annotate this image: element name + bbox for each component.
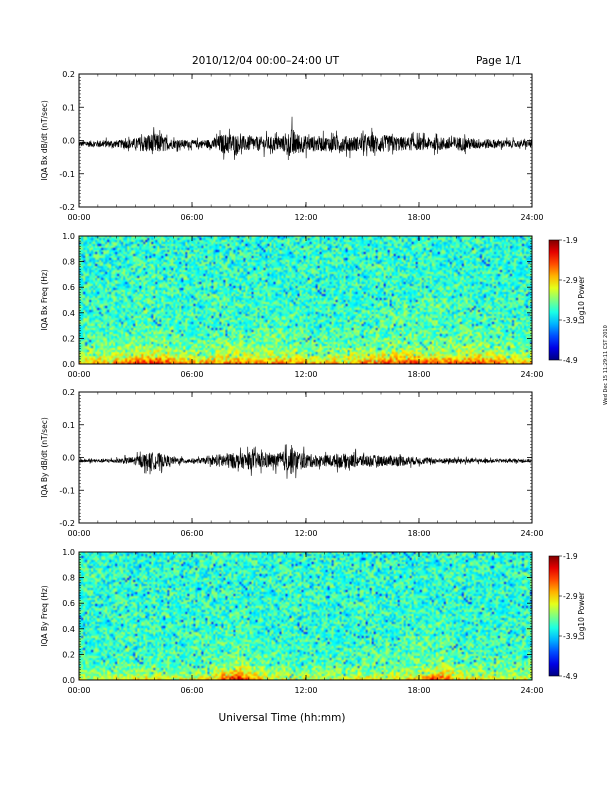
y-tick-label: 0.1 [62,103,75,112]
x-tick-label: 24:00 [520,213,543,222]
colorbar-tick-label: -1.9 [563,236,578,245]
y-axis-label: IQA By Freq (Hz) [40,585,49,647]
y-axis-label: IQA By dB/dt (nT/sec) [40,417,49,498]
x-tick-label: 12:00 [294,213,317,222]
x-tick-label: 00:00 [67,370,90,379]
colorbar [548,555,560,677]
y-axis-label: IQA Bx Freq (Hz) [40,269,49,331]
series-line [78,116,533,160]
y-axis-label: IQA Bx dB/dt (nT/sec) [40,100,49,181]
x-tick-label: 24:00 [520,529,543,538]
colorbar-tick-label: -2.9 [563,276,578,285]
y-tick-label: 0.8 [62,258,75,267]
colorbar-label: Log10 Power [577,591,586,640]
y-tick-label: 0.2 [62,650,75,659]
y-tick-label: -0.2 [59,203,75,212]
x-tick-label: 06:00 [180,370,203,379]
y-tick-label: -0.1 [59,170,75,179]
colorbar-tick-label: -2.9 [563,592,578,601]
panel-1: 0.2 0.1 0.0 -0.1 -0.200:00 06:00 12:00 18:00 24:… [40,70,544,222]
x-axis-label: Universal Time (hh:mm) [219,712,346,724]
colorbar-tick-label: -4.9 [563,356,578,365]
page-number: Page 1/1 [476,55,522,67]
x-tick-label: 12:00 [294,686,317,695]
y-tick-label: 0.0 [62,360,75,369]
x-tick-label: 18:00 [407,370,430,379]
y-tick-label: 1.0 [62,548,75,557]
y-tick-label: 0.4 [62,625,75,634]
y-tick-label: -0.2 [59,519,75,528]
x-tick-label: 06:00 [180,686,203,695]
panel-3: 0.2 0.1 0.0 -0.1 -0.200:00 06:00 12:00 18:00 24:… [40,388,544,538]
y-tick-label: 0.2 [62,388,75,397]
colorbar-tick-label: -1.9 [563,552,578,561]
y-tick-label: 0.2 [62,70,75,79]
y-tick-label: -0.1 [59,486,75,495]
colorbar-label: Log10 Power [577,275,586,324]
colorbar [548,239,560,361]
colorbar-tick-label: -3.9 [563,316,578,325]
x-tick-label: 18:00 [407,213,430,222]
panel-2: -1.9 -2.9 -3.9 -4.9 Log10 Power 1.0 0.8 0.6 0.4 0… [40,232,586,379]
y-tick-label: 0.0 [62,137,75,146]
y-tick-label: 0.0 [62,676,75,685]
spectrogram-image [79,552,532,680]
colorbar-tick-label: -3.9 [563,632,578,641]
y-tick-label: 0.8 [62,574,75,583]
x-tick-label: 00:00 [67,529,90,538]
panel-4: -1.9 -2.9 -3.9 -4.9 Log10 Power 1.0 0.8 0.6 0.4 0… [40,548,586,695]
y-tick-label: 0.2 [62,334,75,343]
x-tick-label: 24:00 [520,370,543,379]
plot-title: 2010/12/04 00:00–24:00 UT [192,55,340,67]
x-tick-label: 00:00 [67,686,90,695]
x-tick-label: 12:00 [294,529,317,538]
x-tick-label: 06:00 [180,213,203,222]
y-tick-label: 0.4 [62,309,75,318]
x-tick-label: 06:00 [180,529,203,538]
y-tick-label: 1.0 [62,232,75,241]
y-tick-label: 0.1 [62,421,75,430]
x-tick-label: 00:00 [67,213,90,222]
colorbar-tick-label: -4.9 [563,672,578,681]
y-tick-label: 0.0 [62,454,75,463]
x-tick-label: 18:00 [407,529,430,538]
y-tick-label: 0.6 [62,599,75,608]
series-line [78,444,533,479]
spectrogram-image [79,236,532,364]
y-tick-label: 0.6 [62,283,75,292]
x-tick-label: 18:00 [407,686,430,695]
x-tick-label: 24:00 [520,686,543,695]
x-tick-label: 12:00 [294,370,317,379]
